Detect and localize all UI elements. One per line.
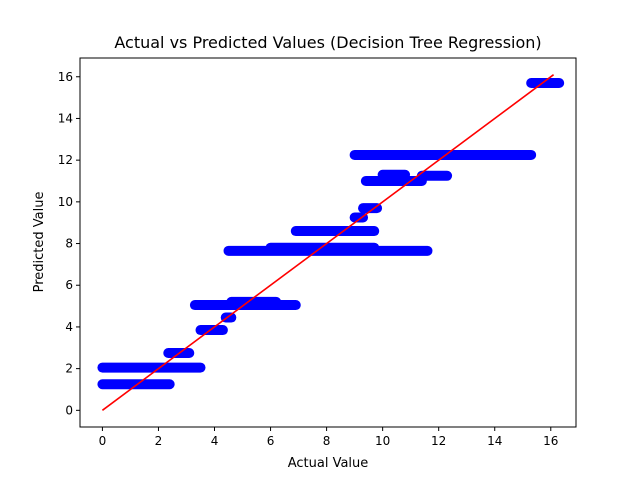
y-axis-ticks: 0 2 4 6 8 10 12 14 16 bbox=[58, 70, 80, 417]
x-tick-label: 12 bbox=[431, 434, 446, 448]
y-tick-label: 16 bbox=[58, 70, 73, 84]
x-tick-label: 4 bbox=[211, 434, 219, 448]
x-tick-label: 0 bbox=[99, 434, 107, 448]
axes-frame bbox=[79, 57, 577, 428]
y-tick-label: 0 bbox=[65, 403, 73, 417]
y-tick-label: 6 bbox=[65, 278, 73, 292]
plot-area bbox=[97, 74, 565, 411]
x-tick-label: 10 bbox=[375, 434, 390, 448]
x-axis-ticks: 0 2 4 6 8 10 12 14 16 bbox=[99, 427, 558, 448]
y-tick-label: 14 bbox=[58, 111, 73, 125]
y-axis-label: Predicted Value bbox=[32, 192, 47, 293]
y-tick-label: 10 bbox=[58, 195, 73, 209]
chart-title: Actual vs Predicted Values (Decision Tre… bbox=[114, 33, 541, 52]
x-tick-label: 16 bbox=[543, 434, 558, 448]
x-tick-label: 14 bbox=[487, 434, 502, 448]
y-tick-label: 8 bbox=[65, 237, 73, 251]
y-tick-label: 4 bbox=[65, 320, 73, 334]
x-tick-label: 6 bbox=[267, 434, 275, 448]
y-tick-label: 12 bbox=[58, 153, 73, 167]
reference-line bbox=[101, 74, 555, 411]
data-marks bbox=[97, 74, 565, 411]
x-tick-label: 2 bbox=[155, 434, 163, 448]
x-axis-label: Actual Value bbox=[288, 456, 369, 471]
x-tick-label: 8 bbox=[323, 434, 331, 448]
y-tick-label: 2 bbox=[65, 362, 73, 376]
